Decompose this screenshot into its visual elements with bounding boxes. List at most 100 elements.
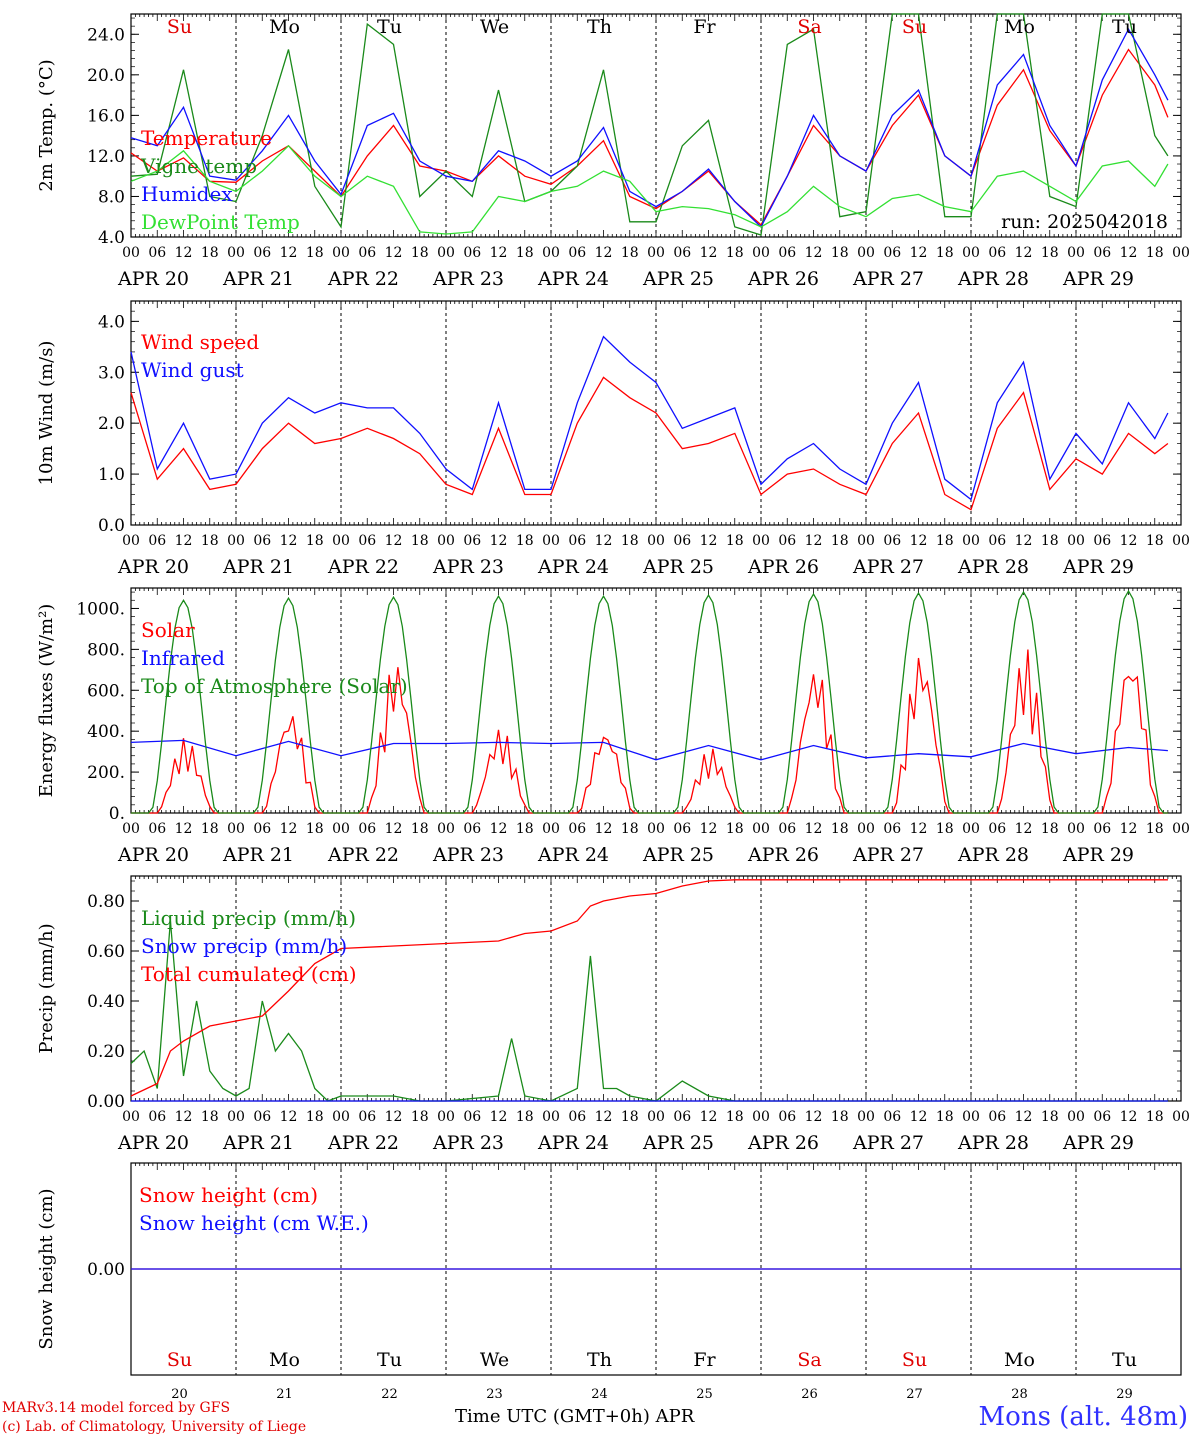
panel-snow: 0.00 Snow height (cm) Snow height (cm) Snow… [36, 1162, 1182, 1376]
series-line-liquid-precip-mm-h- [130, 920, 1168, 1102]
hour-tick-label: 06 [673, 533, 691, 549]
day-name-top: Mo [269, 16, 300, 38]
legend-entry: Snow height (cm) [139, 1183, 318, 1207]
day-name-bottom: Th [587, 1349, 612, 1371]
hour-tick-label: 00 [647, 821, 665, 837]
panel-frame [130, 13, 1182, 238]
hour-tick-label: 18 [1146, 1109, 1164, 1125]
day-name-top: Sa [797, 16, 821, 38]
hour-tick-label: 06 [253, 245, 271, 261]
hour-tick-label: 06 [253, 821, 271, 837]
date-label: APR 20 [117, 268, 189, 290]
date-label: APR 26 [747, 268, 819, 290]
hour-tick-label: 18 [306, 245, 324, 261]
hour-tick-label: 12 [385, 533, 403, 549]
hour-tick-label: 06 [778, 245, 796, 261]
day-name-bottom: Su [167, 1349, 192, 1371]
panel-precip: 0.00 0.20 0.40 0.60 0.80 Precip (mm/h) 00 06 12 1… [36, 875, 1190, 1154]
hour-tick-label: 06 [253, 1109, 271, 1125]
hour-tick-label: 06 [463, 821, 481, 837]
legend-entry: Infrared [141, 646, 225, 670]
hour-tick-label: 06 [463, 245, 481, 261]
hour-tick-label: 12 [1120, 1109, 1138, 1125]
hour-tick-label: 06 [673, 821, 691, 837]
day-name-bottom: Su [902, 1349, 927, 1371]
date-label: APR 20 [117, 844, 189, 866]
y-tick-label: 16.0 [87, 106, 125, 126]
hour-tick-label: 06 [358, 245, 376, 261]
legend-entry: Liquid precip (mm/h) [141, 906, 356, 930]
hour-tick-label: 18 [936, 821, 954, 837]
hour-tick-label: 12 [280, 1109, 298, 1125]
hour-tick-label: 06 [883, 245, 901, 261]
hour-tick-label: 06 [883, 1109, 901, 1125]
day-name-top: Su [902, 16, 927, 38]
date-label: APR 21 [222, 268, 294, 290]
day-number: 20 [171, 1387, 188, 1400]
hour-tick-label: 00 [647, 533, 665, 549]
hour-tick-label: 06 [883, 533, 901, 549]
hour-tick-label: 06 [568, 1109, 586, 1125]
y-tick-label: 1000. [76, 599, 125, 619]
hour-tick-label: 12 [595, 1109, 613, 1125]
credit-model: MARv3.14 model forced by GFS [2, 1400, 231, 1416]
hour-tick-label: 12 [805, 1109, 823, 1125]
date-label: APR 27 [852, 268, 924, 290]
date-label: APR 22 [327, 556, 399, 578]
date-label: APR 25 [642, 844, 714, 866]
hour-tick-label: 06 [463, 533, 481, 549]
hour-tick-label: 12 [490, 821, 508, 837]
hour-tick-label: 12 [1120, 245, 1138, 261]
y-axis-label: Snow height (cm) [36, 1188, 57, 1349]
day-name-top: Mo [1004, 16, 1035, 38]
hour-tick-label: 00 [227, 533, 245, 549]
day-name-top: Tu [1112, 16, 1137, 38]
hour-tick-label: 00 [752, 533, 770, 549]
y-tick-label: 0. [109, 804, 125, 824]
series-line-top-of-atmosphere-solar- [131, 589, 1168, 814]
hour-tick-label: 00 [857, 1109, 875, 1125]
date-label: APR 28 [957, 1132, 1029, 1154]
hour-tick-label: 12 [700, 245, 718, 261]
hour-tick-label: 18 [831, 1109, 849, 1125]
hour-tick-label: 06 [1093, 533, 1111, 549]
hour-tick-label: 18 [831, 821, 849, 837]
hour-tick-label: 18 [621, 821, 639, 837]
panel-temp: 4.0 8.0 12.0 16.0 20.0 24.0 2m Temp. (°C) 00 06 1… [36, 13, 1190, 290]
date-label: APR 20 [117, 556, 189, 578]
legend-entry: Wind speed [141, 330, 259, 354]
hour-tick-label: 00 [437, 821, 455, 837]
hour-tick-label: 12 [910, 533, 928, 549]
date-label: APR 21 [222, 844, 294, 866]
y-tick-label: 600. [87, 681, 125, 701]
hour-tick-label: 00 [1172, 821, 1190, 837]
hour-tick-label: 00 [857, 821, 875, 837]
y-tick-label: 0.00 [87, 1092, 125, 1112]
hour-tick-label: 18 [1041, 533, 1059, 549]
hour-tick-label: 18 [306, 1109, 324, 1125]
y-tick-label: 0.60 [87, 942, 125, 962]
series-line-humidex [130, 27, 1169, 228]
y-tick-label: 4.0 [98, 228, 125, 248]
hour-tick-label: 00 [227, 245, 245, 261]
hour-tick-label: 18 [516, 245, 534, 261]
y-tick-label: 0.20 [87, 1042, 125, 1062]
hour-tick-label: 12 [805, 533, 823, 549]
hour-tick-label: 18 [1041, 1109, 1059, 1125]
y-tick-label: 8.0 [98, 187, 125, 207]
hour-tick-label: 18 [411, 245, 429, 261]
hour-tick-label: 18 [621, 245, 639, 261]
hour-tick-label: 06 [463, 1109, 481, 1125]
hour-tick-label: 12 [595, 245, 613, 261]
credit-lab: (c) Lab. of Climatology, University of L… [2, 1419, 307, 1435]
hour-tick-label: 18 [936, 1109, 954, 1125]
hour-tick-label: 12 [805, 821, 823, 837]
date-label: APR 29 [1062, 268, 1134, 290]
hour-tick-label: 06 [253, 533, 271, 549]
hour-tick-label: 06 [988, 821, 1006, 837]
hour-tick-label: 06 [148, 245, 166, 261]
hour-tick-label: 06 [988, 533, 1006, 549]
hour-tick-label: 12 [280, 821, 298, 837]
hour-tick-label: 06 [1093, 1109, 1111, 1125]
